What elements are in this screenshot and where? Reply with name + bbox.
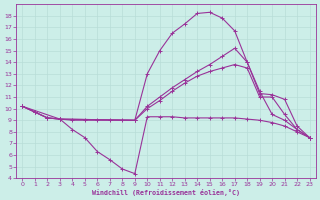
X-axis label: Windchill (Refroidissement éolien,°C): Windchill (Refroidissement éolien,°C) [92,189,240,196]
